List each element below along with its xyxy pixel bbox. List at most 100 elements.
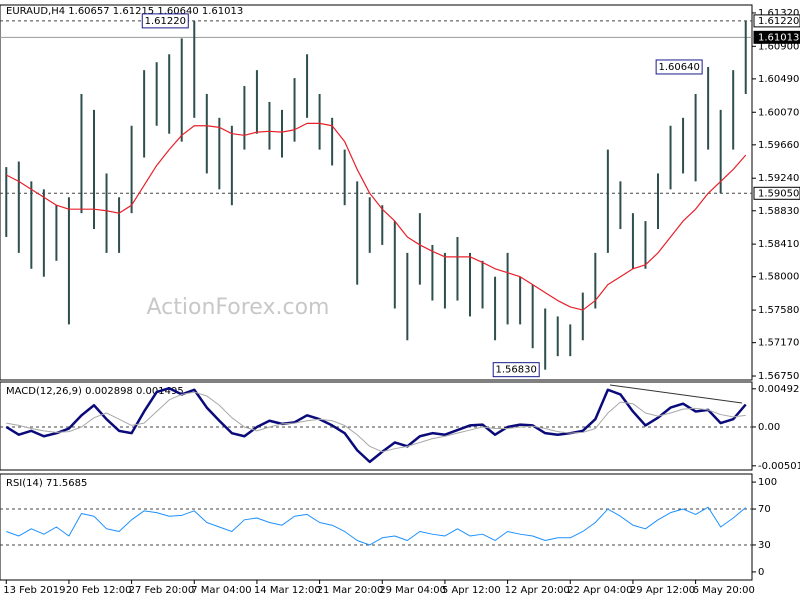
y-tick-label: 1.57580	[758, 305, 799, 316]
y-tick-label: 1.58830	[758, 206, 799, 217]
price-bar	[118, 197, 121, 253]
x-tick-label: 21 Mar 20:00	[317, 585, 384, 596]
price-bar	[42, 189, 45, 277]
x-tick-label: 7 Mar 04:00	[191, 585, 251, 596]
price-bar	[205, 93, 208, 174]
x-tick-label: 22 Apr 04:00	[567, 585, 632, 596]
price-bar	[331, 117, 334, 166]
price-bar	[594, 252, 597, 309]
x-tick-label: 13 Feb 2019	[3, 585, 65, 596]
x-tick-label: 12 Apr 20:00	[505, 585, 570, 596]
price-bar	[30, 181, 33, 269]
price-bar	[606, 149, 609, 253]
price-bar	[93, 109, 95, 230]
price-bar	[418, 213, 421, 285]
price-bar	[481, 260, 484, 309]
price-bar	[55, 205, 58, 261]
y-tick-label: 100	[758, 477, 777, 488]
price-bar	[669, 125, 672, 190]
price-bar	[243, 86, 246, 150]
annotation-label: 1.60640	[658, 62, 699, 73]
annotation-box	[141, 13, 189, 29]
panel-title: MACD(12,26,9) 0.002898 0.001495	[6, 386, 184, 397]
price-bar	[519, 276, 522, 325]
price-bar	[657, 173, 659, 230]
price-bar	[631, 213, 634, 269]
panel-frame	[0, 473, 753, 581]
y-tick-label: 1.58410	[758, 239, 799, 250]
level-label-box	[753, 186, 800, 200]
price-bar	[682, 117, 685, 174]
panel-frame	[0, 4, 753, 381]
annotation-box	[492, 362, 540, 378]
series-line	[5, 122, 747, 311]
price-bar	[506, 252, 509, 325]
price-bar	[180, 38, 183, 142]
x-tick-label: 27 Feb 20:00	[129, 585, 195, 596]
price-bar	[581, 292, 584, 341]
price-bar	[80, 93, 83, 214]
price-bar	[368, 197, 371, 253]
price-bar	[193, 20, 196, 118]
y-tick-label: 0.00	[758, 422, 780, 433]
price-bar	[531, 284, 534, 349]
level-label-box	[753, 30, 800, 44]
level-label-box	[753, 14, 800, 28]
price-bar	[381, 205, 384, 245]
watermark: ActionForex.com	[147, 295, 330, 320]
annotation-box	[655, 59, 703, 75]
panel-frame	[0, 381, 753, 471]
x-tick-label: 29 Apr 12:00	[630, 585, 695, 596]
x-tick-label: 20 Feb 12:00	[66, 585, 132, 596]
header: EURAUD,H4 1.60657 1.61215 1.60640 1.6101…	[6, 6, 243, 17]
price-bar	[556, 316, 559, 357]
price-bar	[105, 173, 108, 253]
y-tick-label: 1.60490	[758, 74, 799, 85]
price-bar	[619, 181, 622, 230]
price-bar	[406, 252, 409, 341]
price-bar	[130, 125, 133, 214]
price-bar	[168, 54, 171, 134]
series-line	[6, 391, 746, 453]
price-bar	[143, 70, 146, 158]
price-bar	[694, 93, 697, 182]
price-bar	[318, 93, 321, 150]
y-tick-label: 1.60900	[758, 41, 799, 52]
price-bar	[544, 308, 547, 370]
series-line	[6, 506, 747, 546]
macd-trendline	[609, 384, 743, 404]
price-bar	[456, 236, 459, 301]
x-tick-label: 5 Apr 12:00	[442, 585, 501, 596]
price-bar	[306, 54, 309, 118]
x-tick-label: 6 May 20:00	[693, 585, 755, 596]
x-tick-label: 14 Mar 12:00	[254, 585, 321, 596]
annotation-label: 1.56830	[496, 365, 537, 376]
level-label: 1.61220	[758, 16, 799, 27]
y-tick-label: 0	[758, 567, 764, 578]
price-bar	[644, 221, 647, 269]
y-tick-label: 70	[758, 504, 771, 515]
price-bar	[431, 244, 434, 301]
price-bar	[230, 125, 233, 206]
price-bar	[393, 221, 396, 309]
price-bar	[343, 149, 346, 206]
y-tick-label: 1.59240	[758, 173, 799, 184]
x-tick-label: 29 Mar 04:00	[379, 585, 446, 596]
panel-title: RSI(14) 71.5685	[6, 478, 87, 489]
price-bar	[494, 276, 497, 341]
price-bar	[218, 117, 221, 190]
y-tick-label: 1.58000	[758, 272, 799, 283]
y-tick-label: 1.57170	[758, 338, 799, 349]
level-label: 1.59050	[758, 188, 799, 199]
price-bar	[5, 167, 8, 237]
price-bar	[569, 324, 572, 357]
series-line	[5, 386, 747, 464]
price-bar	[719, 109, 722, 194]
price-bar	[744, 20, 747, 94]
price-bar	[17, 161, 20, 253]
price-bar	[356, 181, 359, 285]
annotation-label: 1.61220	[145, 16, 186, 27]
y-tick-label: 1.56750	[758, 371, 799, 382]
